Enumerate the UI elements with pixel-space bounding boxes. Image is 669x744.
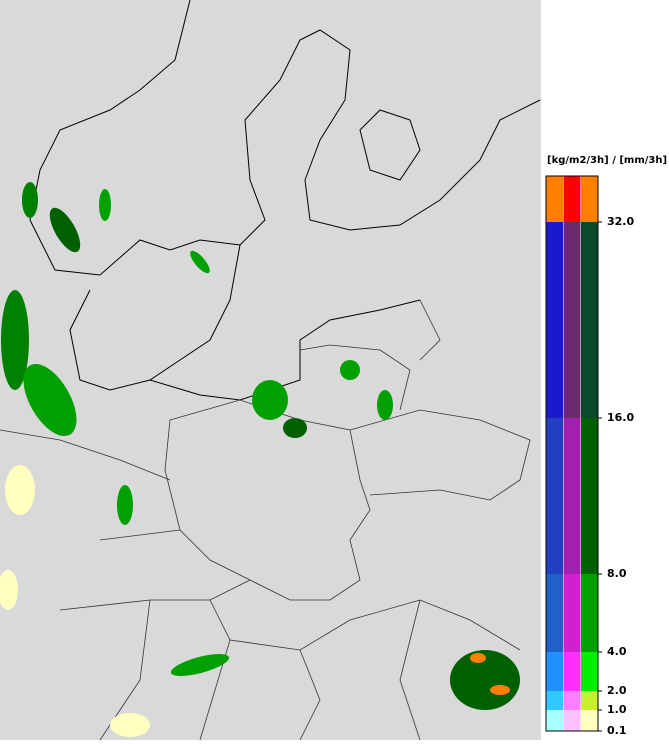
colorbar-cell [581, 652, 598, 691]
colorbar-cell [546, 691, 563, 710]
precip-area [99, 189, 111, 221]
border [164, 399, 371, 601]
colorbar-cell [546, 222, 563, 418]
colorbar-cell [546, 176, 563, 222]
precip-area [450, 650, 520, 710]
precip-area [5, 465, 35, 515]
precip-area [23, 363, 77, 437]
colorbar-cell [581, 176, 598, 222]
tick-label: 2.0 [607, 684, 627, 697]
tick-label: 16.0 [607, 411, 634, 424]
colorbar-cell [581, 710, 598, 731]
colorbar-cell [563, 176, 581, 222]
precip-area [190, 250, 210, 274]
colorbar-cell [546, 710, 563, 731]
map-background [0, 0, 541, 740]
map [0, 0, 541, 741]
colorbar-frame [545, 175, 599, 732]
colorbar-cell [581, 691, 598, 710]
colorbar-cell [546, 418, 563, 574]
precip-area [0, 570, 18, 610]
precipitation [0, 182, 520, 737]
tick-label: 0.1 [607, 724, 627, 737]
colorbar-cell [581, 418, 598, 574]
precip-area [1, 290, 29, 390]
precip-area [470, 653, 486, 663]
colorbar-cell [581, 222, 598, 418]
colorbar-cell [563, 222, 581, 418]
tick-label: 1.0 [607, 703, 627, 716]
precip-area [170, 654, 230, 676]
precip-area [490, 685, 510, 695]
border [299, 299, 441, 411]
precip-area [252, 380, 288, 420]
colorbar-cell [563, 652, 581, 691]
border [349, 409, 531, 501]
precip-area [110, 713, 150, 737]
tick-label: 4.0 [607, 645, 627, 658]
colorbar-cell [546, 652, 563, 691]
precip-area [49, 207, 81, 253]
precip-area [340, 360, 360, 380]
legend-title: [kg/m2/3h] / [mm/3h] [547, 155, 667, 166]
precip-area [117, 485, 133, 525]
precip-area [283, 418, 307, 438]
tick-label: 8.0 [607, 567, 627, 580]
colorbar-cell [563, 418, 581, 574]
coastline [29, 0, 541, 276]
coastline [359, 109, 421, 181]
precip-area [377, 390, 393, 420]
colorbar-cell [563, 574, 581, 652]
border [0, 429, 521, 741]
precip-area [22, 182, 38, 218]
coastline [149, 299, 421, 401]
colorbar-cell [563, 691, 581, 710]
colorbar-cell [563, 710, 581, 731]
tick-label: 32.0 [607, 215, 634, 228]
colorbar-cell [546, 574, 563, 652]
colorbar-cell [581, 574, 598, 652]
